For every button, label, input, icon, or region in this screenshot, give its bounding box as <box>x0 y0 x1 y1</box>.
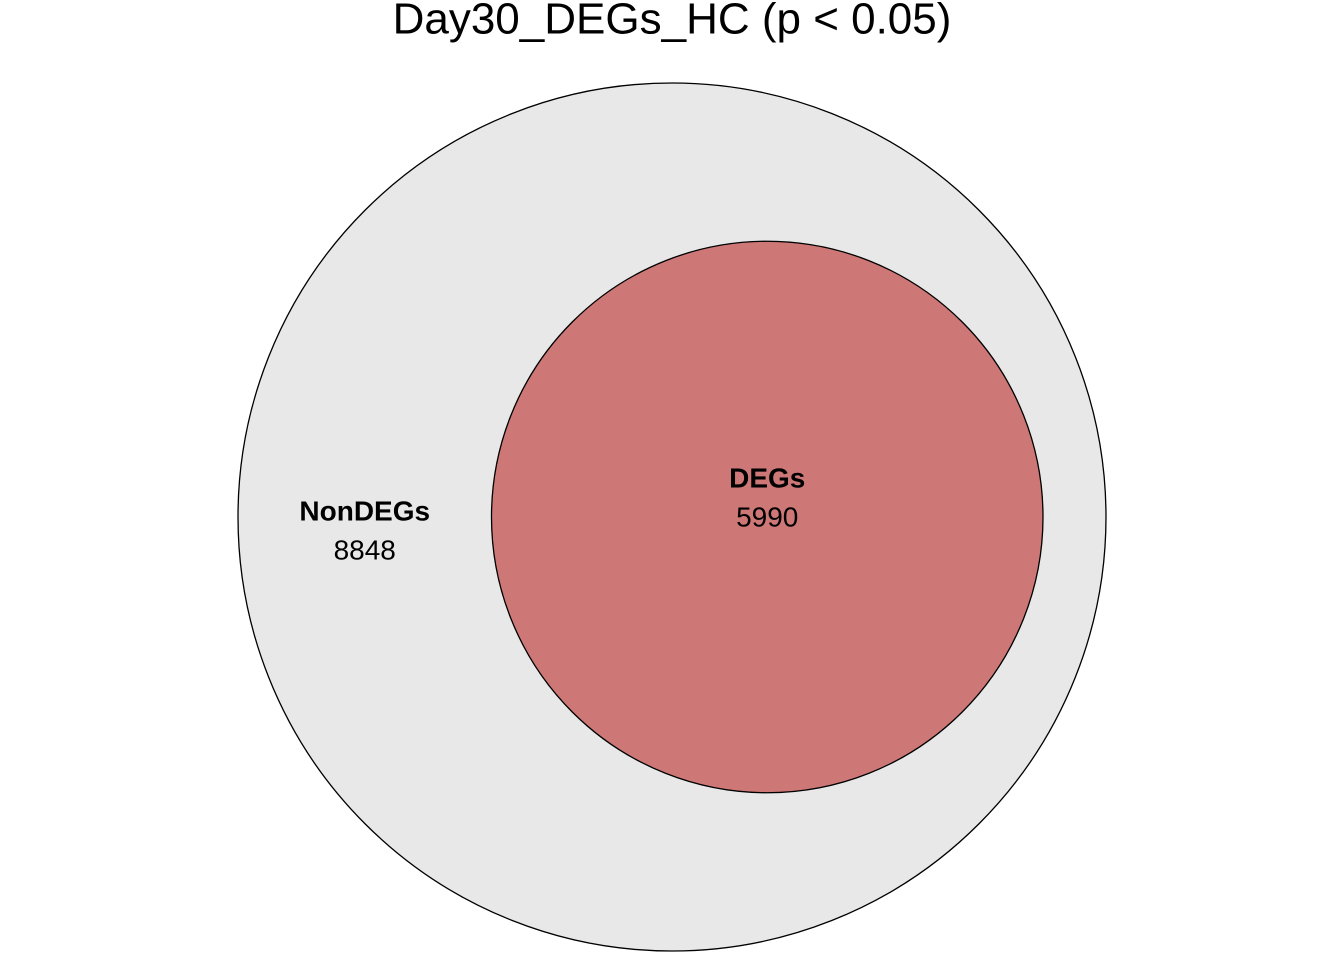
chart-title: Day30_DEGs_HC (p < 0.05) <box>393 0 952 44</box>
set-value: 5990 <box>736 501 798 532</box>
inner-set <box>490 240 1044 794</box>
set-name: DEGs <box>729 462 805 493</box>
set-value: 8848 <box>334 534 396 565</box>
set-name: NonDEGs <box>299 495 430 526</box>
